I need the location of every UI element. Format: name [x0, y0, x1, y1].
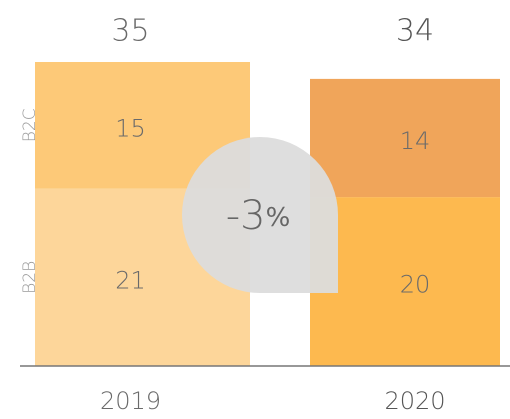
- change-label: -3%: [226, 193, 291, 239]
- value-label: 14: [400, 127, 431, 155]
- total-label: 34: [396, 14, 434, 49]
- value-label: 15: [115, 114, 146, 142]
- value-label: 20: [400, 271, 431, 299]
- x-tick-label: 2020: [384, 387, 445, 415]
- value-label: 21: [115, 266, 146, 294]
- change-bubble: [182, 137, 338, 293]
- bar-segment: [310, 197, 500, 366]
- bar-segment: [310, 78, 500, 198]
- total-label: 35: [111, 14, 149, 49]
- series-label: B2B: [20, 261, 40, 294]
- series-label: B2C: [20, 108, 40, 142]
- x-tick-label: 2019: [100, 387, 161, 415]
